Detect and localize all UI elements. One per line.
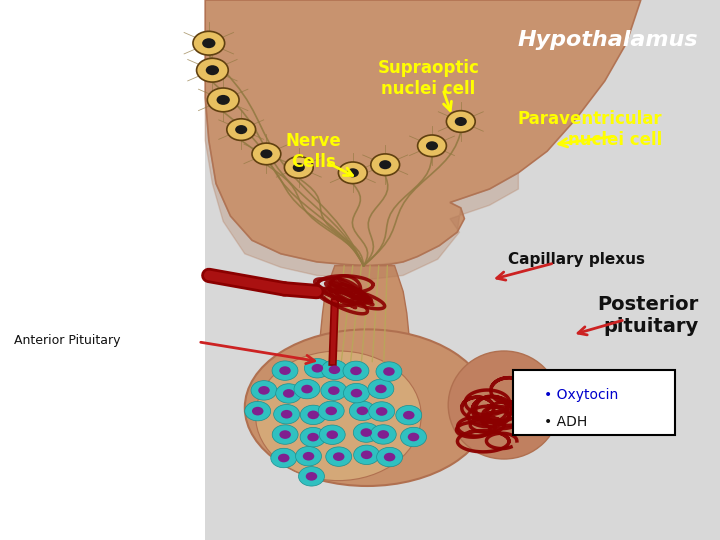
Circle shape [321,381,347,400]
Circle shape [379,160,391,169]
Circle shape [300,405,326,424]
Ellipse shape [448,351,560,459]
Text: Paraventricular
nuclei cell: Paraventricular nuclei cell [518,110,662,149]
Text: Capillary plexus: Capillary plexus [508,252,644,267]
Circle shape [207,88,239,112]
Circle shape [376,362,402,381]
Circle shape [326,430,338,439]
Circle shape [383,367,395,376]
Circle shape [252,407,264,415]
Circle shape [276,384,302,403]
Circle shape [252,143,281,165]
Circle shape [206,65,219,75]
Circle shape [338,162,367,184]
Circle shape [343,361,369,381]
Circle shape [333,453,344,461]
Text: • ADH: • ADH [544,415,587,429]
Circle shape [351,389,362,397]
Circle shape [361,428,372,437]
Circle shape [343,383,369,403]
Polygon shape [205,0,641,266]
Bar [205,0,720,540]
Circle shape [318,401,344,421]
Circle shape [384,453,395,461]
Circle shape [235,125,247,134]
Circle shape [350,367,361,375]
Circle shape [328,366,340,374]
Circle shape [305,359,330,378]
Circle shape [349,401,375,421]
Circle shape [325,407,337,415]
Text: Anterior Pituitary: Anterior Pituitary [14,334,121,347]
Circle shape [202,38,215,48]
Circle shape [293,163,305,172]
Circle shape [426,141,438,150]
Circle shape [361,450,372,459]
Text: Posterior
pituitary: Posterior pituitary [597,295,698,336]
Polygon shape [320,266,409,362]
Circle shape [312,364,323,373]
Circle shape [283,389,294,398]
Circle shape [258,386,270,395]
Circle shape [281,410,292,418]
Circle shape [307,410,319,419]
Text: Nerve
Cells: Nerve Cells [285,132,341,171]
Circle shape [227,119,256,140]
Circle shape [272,361,298,380]
Polygon shape [205,97,518,280]
Circle shape [319,425,345,444]
Circle shape [217,95,230,105]
Circle shape [261,150,272,158]
Circle shape [418,135,446,157]
Circle shape [307,433,319,442]
Circle shape [396,406,422,425]
Circle shape [300,428,326,447]
Circle shape [354,423,379,442]
Circle shape [321,360,347,380]
Circle shape [294,380,320,399]
Circle shape [284,157,313,178]
Text: Supraoptic
nuclei cell: Supraoptic nuclei cell [377,59,480,98]
Circle shape [328,386,340,395]
Circle shape [301,385,312,394]
Circle shape [375,384,387,393]
Circle shape [296,447,322,466]
Circle shape [278,454,289,462]
Circle shape [272,425,298,444]
Circle shape [371,154,400,176]
Circle shape [376,407,387,416]
Circle shape [368,379,394,399]
Circle shape [369,402,395,421]
Circle shape [377,430,389,439]
Circle shape [274,404,300,424]
Circle shape [303,452,315,461]
Circle shape [193,31,225,55]
Circle shape [299,467,325,486]
Circle shape [306,472,318,481]
Circle shape [245,401,271,421]
Circle shape [455,117,467,126]
Circle shape [354,445,379,464]
Circle shape [251,381,277,400]
Circle shape [356,407,368,415]
Text: • Oxytocin: • Oxytocin [544,388,618,402]
Circle shape [279,430,291,439]
Circle shape [197,58,228,82]
Circle shape [377,447,402,467]
Circle shape [400,427,426,447]
Text: Hypothalamus: Hypothalamus [518,30,698,50]
Circle shape [279,366,291,375]
Circle shape [370,425,396,444]
Ellipse shape [245,329,490,486]
Circle shape [403,411,415,420]
Circle shape [325,447,351,467]
Ellipse shape [256,351,421,481]
Circle shape [408,433,419,441]
FancyBboxPatch shape [513,370,675,435]
Bar [0,0,205,540]
Circle shape [446,111,475,132]
Circle shape [271,448,297,468]
Circle shape [347,168,359,177]
